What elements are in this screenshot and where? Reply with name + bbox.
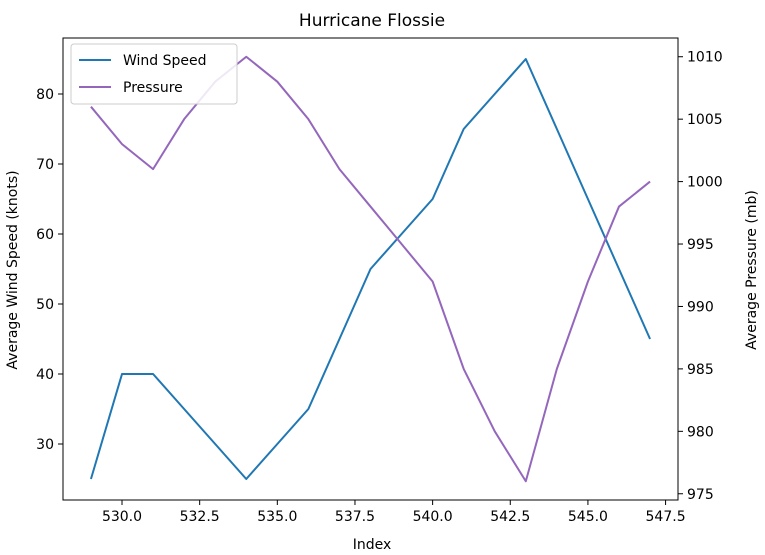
chart-title: Hurricane Flossie xyxy=(299,11,445,31)
y2-tick-label: 1005 xyxy=(687,112,723,128)
y-tick-label: 60 xyxy=(36,227,54,243)
legend-box xyxy=(70,43,238,105)
x-tick-label: 537.5 xyxy=(335,509,375,525)
plot-area xyxy=(89,55,651,483)
y-tick-label: 30 xyxy=(36,437,54,453)
y-tick-label: 70 xyxy=(36,157,54,173)
y2-tick-label: 980 xyxy=(687,424,714,440)
y2-tick-label: 990 xyxy=(687,299,714,315)
y-axis-left-title: Average Wind Speed (knots) xyxy=(5,170,21,369)
legend-label-0: Wind Speed xyxy=(123,53,207,69)
y-axis-right-title: Average Pressure (mb) xyxy=(744,190,760,350)
y-axis-left-ticks: 30 40 50 60 70 80 xyxy=(36,87,63,453)
series-line-0 xyxy=(89,58,651,480)
x-tick-label: 535.0 xyxy=(257,509,297,525)
x-tick-label: 532.5 xyxy=(180,509,220,525)
x-tick-label: 530.0 xyxy=(102,509,142,525)
plot-frame xyxy=(62,37,679,501)
y-tick-label: 80 xyxy=(36,87,54,103)
y2-tick-label: 995 xyxy=(687,237,714,253)
x-axis-title: Index xyxy=(353,537,392,553)
y2-tick-label: 975 xyxy=(687,487,714,503)
y2-tick-label: 1000 xyxy=(687,175,723,191)
y-tick-label: 40 xyxy=(36,367,54,383)
x-tick-label: 547.5 xyxy=(646,509,686,525)
legend: Wind Speed Pressure xyxy=(70,43,238,105)
x-tick-label: 545.0 xyxy=(568,509,608,525)
series-line-1 xyxy=(90,55,651,483)
y-axis-right-ticks: 975 980 985 990 995 1000 1005 1010 xyxy=(678,50,723,503)
legend-label-1: Pressure xyxy=(123,80,183,96)
y-tick-label: 50 xyxy=(36,297,54,313)
x-tick-label: 542.5 xyxy=(490,509,530,525)
y2-tick-label: 1010 xyxy=(687,50,723,66)
y2-tick-label: 985 xyxy=(687,362,714,378)
x-axis-ticks: 530.0 532.5 535.0 537.5 540.0 542.5 545.0 547.5 xyxy=(102,500,686,525)
x-tick-label: 540.0 xyxy=(413,509,453,525)
